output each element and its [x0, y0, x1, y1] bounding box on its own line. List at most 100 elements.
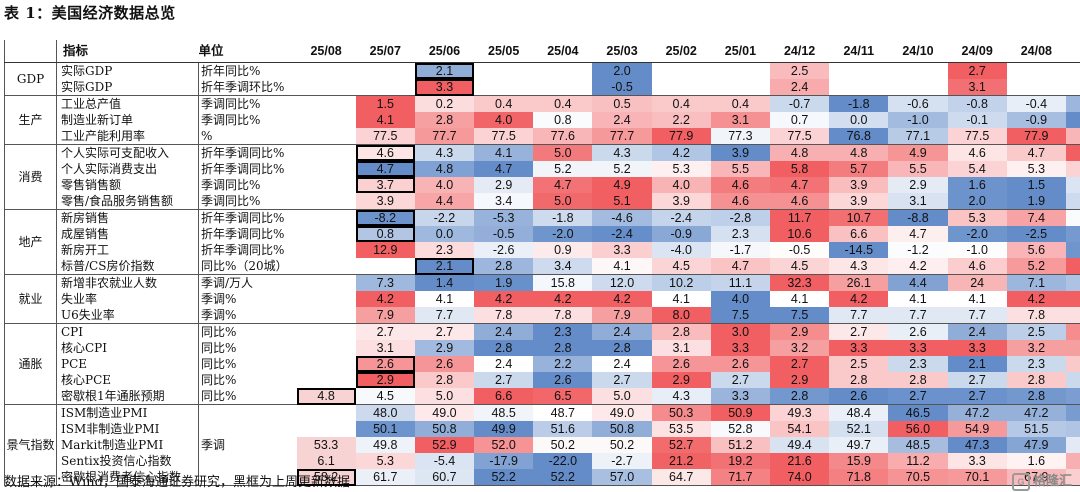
value-cell: 49.0 [592, 404, 652, 421]
indicator-name: 核心PCE [56, 372, 199, 388]
value-cell: 7.8 [1065, 307, 1080, 324]
value-cell: 4.3 [829, 258, 889, 275]
value-cell: 2.6 [829, 388, 889, 405]
value-cell [297, 324, 356, 341]
value-cell: 50.2 [533, 437, 593, 453]
table-row: 个人实际消费支出 折年季调同比% 4.7 4.8 4.7 5.2 5.2 5.3 5.5 5.8 5… [5, 161, 1080, 177]
table-row: PCE 同比% 2.6 2.6 2.4 2.2 2.4 2.6 2.6 2.7 2.5 2.3 2.1 2… [5, 356, 1080, 372]
value-cell: -4.0 [651, 242, 711, 258]
value-cell: 3.9 [829, 177, 889, 193]
value-cell: 70.1 [947, 469, 1007, 486]
value-cell [297, 405, 356, 422]
value-cell: -0.6 [888, 95, 948, 112]
value-cell: 4.7 [710, 258, 770, 275]
table-row: 成屋销售 折年季调同比% 0.8 0.0 -0.5 -2.0 -2.4 -0.9 2.3 10.6… [5, 226, 1080, 242]
value-cell: 3.3 [592, 242, 652, 258]
value-cell [297, 96, 356, 113]
value-cell [1066, 63, 1080, 80]
value-cell: 52.2 [533, 469, 593, 486]
value-cell: -2.3 [1065, 112, 1080, 128]
value-cell [474, 63, 533, 80]
value-cell: 4.2 [829, 291, 889, 307]
value-cell: 2.3 [414, 242, 475, 258]
value-cell [355, 258, 415, 275]
value-cell: 53.5 [651, 421, 711, 437]
header-period: 24/09 [947, 40, 1007, 63]
value-cell: 4.2 [651, 144, 711, 161]
table-row: GDP 实际GDP 折年同比% 2.1 2.0 2.5 2.7 [4, 62, 1080, 96]
value-cell: 2.3 [1006, 356, 1066, 372]
value-cell: -5.4 [414, 453, 475, 469]
source-note: 数据来源：Wind，国泰海通证券研究，黑框为上周更新数据 [4, 475, 350, 490]
table-row: 制造业新订单 季调同比% 4.1 2.8 4.0 0.8 2.4 2.2 3.1 0.7 0.0 -1… [5, 112, 1080, 128]
value-cell: -0.9 [1006, 112, 1066, 128]
category-label: GDP [4, 62, 57, 96]
value-cell: 71.7 [710, 469, 770, 486]
value-cell: 2.9 [770, 323, 830, 340]
header-indicator: 指标 [56, 40, 199, 63]
unit-label: 同比% [201, 341, 237, 355]
value-cell: 3.0 [1065, 193, 1080, 210]
value-cell [474, 79, 534, 96]
value-cell: -8.2 [355, 209, 415, 226]
value-cell: 3.1 [651, 340, 711, 356]
indicator-name: 标普/CS房价指数 [56, 258, 199, 275]
value-cell: 5.3 [1006, 161, 1066, 177]
value-cell: 3.1 [355, 340, 415, 356]
header-period: 25/04 [533, 40, 593, 63]
value-cell: 50.8 [592, 421, 652, 437]
value-cell: 2.8 [474, 258, 534, 275]
value-cell: 52.1 [829, 421, 889, 437]
value-cell: 4.9 [592, 177, 652, 193]
header-period: 25/01 [710, 40, 770, 63]
unit-label: 折年季调同比% [201, 243, 285, 257]
table-row: ISM非制造业PMI 50.1 50.8 49.9 51.6 50.8 53.5 52.8 54… [5, 421, 1080, 437]
value-cell: 2.8 [651, 323, 711, 340]
header-period: 24/07 [1065, 40, 1080, 63]
value-cell: 49.6 [1065, 437, 1080, 453]
value-cell: 7.8 [1006, 307, 1066, 324]
value-cell: 51.5 [1006, 421, 1066, 437]
category-label: 生产 [4, 95, 57, 145]
value-cell: -0.5 [592, 79, 652, 96]
value-cell: 2.7 [829, 323, 889, 340]
value-cell: 77.3 [710, 128, 770, 145]
value-cell: 15.8 [533, 274, 593, 291]
value-cell: 1.4 [414, 274, 475, 291]
value-cell: 3.3 [710, 388, 770, 405]
value-cell: 2.3 [533, 323, 593, 340]
value-cell: 3.2 [1006, 340, 1066, 356]
table-row: 实际GDP 折年季调环比% 3.3 -0.5 2.4 3.1 [5, 79, 1080, 96]
value-cell [888, 79, 948, 96]
value-cell: 4.4 [888, 274, 948, 291]
unit-label: 折年季调同比% [201, 162, 285, 176]
indicator-name: 核心CPI [56, 340, 199, 356]
indicator-name: Markit制造业PMI [56, 437, 199, 453]
table-row: 地产 新房销售 折年季调同比% -8.2 -2.2 -5.3 -1.8 -4.6 -2.4 -2.… [4, 209, 1080, 275]
value-cell: 4.3 [651, 388, 711, 405]
value-cell: 3.4 [533, 258, 593, 275]
indicator-name: Sentix投资信心指数 [56, 453, 199, 469]
value-cell [829, 79, 889, 96]
value-cell: 2.8 [1006, 388, 1066, 405]
table-row: 消费 个人实际可支配收入 折年季调同比% 4.6 4.3 4.1 5.0 4.3 4.2 3.9 4… [4, 144, 1080, 210]
value-cell: 2.6 [888, 323, 948, 340]
table-row: U6失业率 季调% 7.9 7.7 7.8 7.8 7.9 8.0 7.5 7.5 7.7 7.7 7.… [5, 307, 1080, 324]
value-cell: 6.6 [829, 226, 889, 242]
value-cell: 49.4 [770, 437, 830, 453]
value-cell: 5.9 [1065, 258, 1080, 275]
value-cell: 4.2 [592, 291, 652, 307]
table-row: 失业率 季调% 4.2 4.1 4.2 4.2 4.2 4.1 4.0 4.1 4.2 4.1 4.1 4… [5, 291, 1080, 307]
value-cell: 48.4 [829, 404, 889, 421]
value-cell: 11.7 [770, 209, 830, 226]
value-cell: 7.3 [355, 274, 415, 291]
value-cell: 10.6 [770, 226, 830, 242]
value-cell: 4.7 [770, 177, 830, 193]
value-cell: 2.2 [533, 356, 593, 372]
value-cell: 11.2 [888, 453, 948, 469]
value-cell: 4.7 [533, 177, 593, 193]
unit-label [199, 453, 297, 469]
value-cell: 2.2 [651, 112, 711, 128]
value-cell: -0.5 [474, 226, 534, 242]
value-cell: 2.7 [355, 323, 415, 340]
